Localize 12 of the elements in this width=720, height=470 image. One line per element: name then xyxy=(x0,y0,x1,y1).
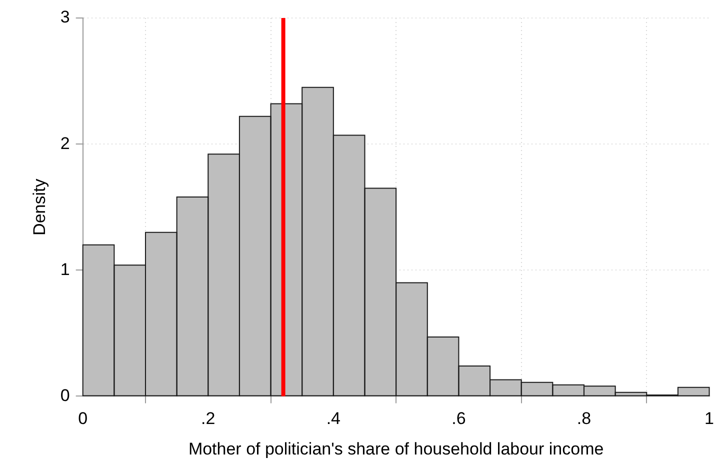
x-tick-label: 0 xyxy=(78,409,88,428)
y-tick-label: 0 xyxy=(60,386,70,405)
y-tick-label: 2 xyxy=(60,134,70,153)
x-axis-title: Mother of politician's share of household labour income xyxy=(188,439,604,458)
y-tick-label: 3 xyxy=(60,8,70,27)
x-tick-label: .6 xyxy=(452,409,466,428)
x-tick-label: 1 xyxy=(704,409,714,428)
y-axis-title: Density xyxy=(30,178,49,236)
x-tick-label: .2 xyxy=(201,409,216,428)
x-tick-label: .4 xyxy=(326,409,341,428)
x-tick-label: .8 xyxy=(576,409,592,428)
y-tick-label: 1 xyxy=(60,260,70,279)
